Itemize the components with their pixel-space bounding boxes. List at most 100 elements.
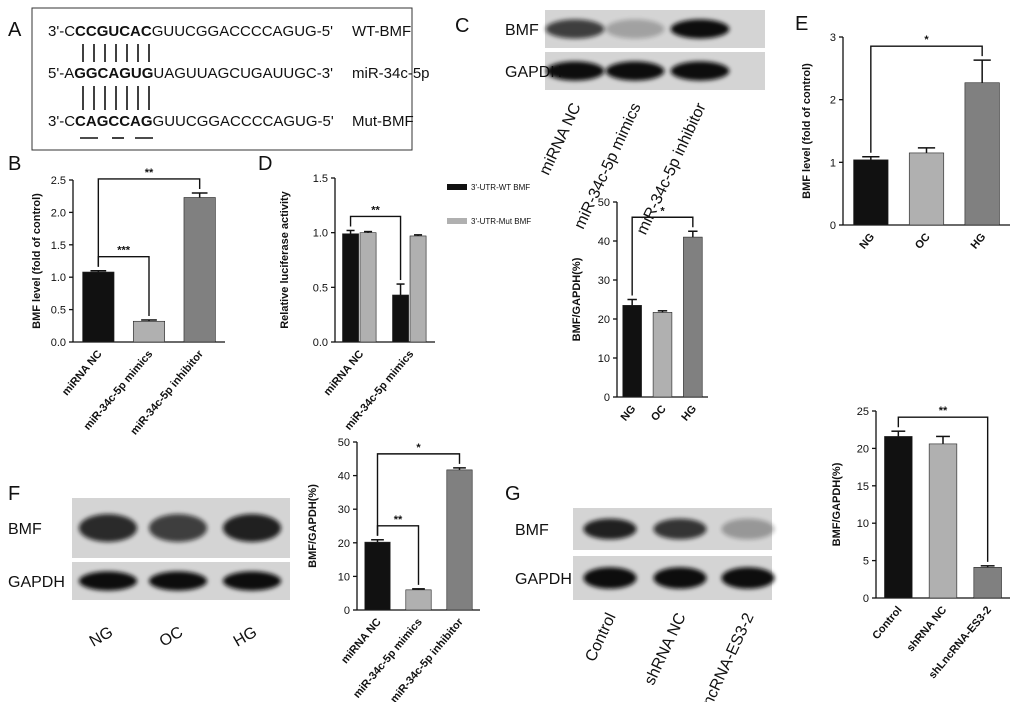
- blot-row-label: BMF: [505, 22, 539, 39]
- x-tick-label: NG: [857, 231, 877, 251]
- blot-band: [721, 567, 775, 589]
- panel-letter: F: [8, 483, 20, 505]
- x-tick-label: HG: [679, 403, 699, 423]
- blot-lane-label: shLncRNA-ES3-2: [689, 610, 758, 702]
- sequence-prefix: 5'-A: [48, 65, 74, 82]
- blot-band: [605, 19, 665, 39]
- y-tick-label: 10: [857, 518, 869, 530]
- y-tick-label: 0.0: [313, 337, 328, 349]
- blot-lane-label: NG: [87, 624, 116, 651]
- y-tick-label: 2.0: [51, 207, 66, 219]
- blot-band: [670, 61, 730, 81]
- significance-bracket: [376, 525, 420, 585]
- blot-lane-label: shRNA NC: [642, 611, 690, 688]
- y-tick-label: 40: [598, 236, 610, 248]
- legend-swatch: [447, 218, 467, 224]
- y-tick-label: 5: [863, 556, 869, 568]
- bar: [364, 541, 391, 611]
- blot-band: [78, 571, 138, 591]
- significance-label: **: [145, 167, 154, 179]
- bar: [884, 436, 913, 599]
- x-tick-label: shRNA NC: [905, 604, 950, 654]
- legend-label: 3'-UTR-WT BMF: [471, 183, 530, 192]
- panel-letter: A: [8, 19, 22, 41]
- sequence-name: WT-BMF: [352, 23, 411, 40]
- panel-letter: D: [258, 153, 272, 175]
- bar: [622, 305, 642, 398]
- sequence-suffix: UAGUUAGCUGAUUGC-3': [153, 65, 333, 82]
- blot-lane-label: miRNA NC: [537, 101, 585, 178]
- significance-bracket: [97, 256, 150, 316]
- y-tick-label: 0: [830, 220, 836, 232]
- significance-bracket: [376, 453, 461, 536]
- bar: [683, 236, 703, 398]
- blot-band: [721, 518, 775, 540]
- y-tick-label: 2: [830, 95, 836, 107]
- y-tick-label: 1.0: [313, 228, 328, 240]
- sequence-suffix: GUUCGGACCCCAGUG-5': [153, 113, 334, 130]
- bar: [342, 233, 359, 343]
- y-tick-label: 20: [338, 538, 350, 550]
- blot-band: [653, 567, 707, 589]
- y-tick-label: 1.5: [51, 240, 66, 252]
- panel-letter: B: [8, 153, 21, 175]
- significance-bracket: [349, 215, 402, 281]
- panel-letter: E: [795, 13, 808, 35]
- bar: [82, 271, 115, 343]
- sequence-bold: CCGUCAC: [75, 23, 152, 40]
- sequence-row: 5'-AGGCAGUGUAGUUAGCUGAUUGC-3': [48, 65, 333, 82]
- bar: [183, 197, 216, 343]
- y-axis-label: BMF/GAPDH(%): [831, 462, 843, 546]
- bar: [928, 443, 958, 599]
- y-tick-label: 15: [857, 481, 869, 493]
- blot-row-label: BMF: [8, 521, 42, 538]
- bar: [652, 312, 673, 398]
- significance-label: *: [416, 442, 421, 454]
- y-tick-label: 0.5: [313, 282, 328, 294]
- significance-bracket: [631, 216, 694, 296]
- significance-label: *: [924, 34, 929, 46]
- bar: [359, 232, 377, 343]
- significance-bracket: [97, 178, 201, 267]
- y-tick-label: 1.0: [51, 272, 66, 284]
- sequence-lines: [80, 44, 153, 139]
- y-tick-label: 3: [830, 32, 836, 44]
- y-tick-label: 0: [344, 605, 350, 617]
- sequence-prefix: 3'-C: [48, 113, 75, 130]
- blot-band: [583, 567, 637, 589]
- blot-band: [78, 514, 138, 542]
- legend-label: 3'-UTR-Mut BMF: [471, 217, 531, 226]
- y-axis-label: BMF/GAPDH(%): [307, 484, 319, 568]
- bar: [392, 294, 409, 343]
- blot-lane-label: miR-34c-5p mimics: [571, 101, 644, 232]
- y-axis-label: BMF level (fold of control): [801, 63, 813, 199]
- blot-lane-label: OC: [157, 624, 186, 651]
- x-tick-label: miR-34c-5p inhibitor: [388, 616, 466, 702]
- y-tick-label: 20: [857, 443, 869, 455]
- blot-band: [653, 518, 707, 540]
- sequence-bold: GGCAGUG: [74, 65, 153, 82]
- bar: [908, 152, 945, 226]
- sequence-prefix: 3'-C: [48, 23, 75, 40]
- y-tick-label: 50: [598, 197, 610, 209]
- significance-bracket: [870, 45, 983, 153]
- panel-letter: G: [505, 483, 521, 505]
- blot-band: [222, 571, 282, 591]
- x-tick-label: OC: [649, 403, 669, 423]
- y-tick-label: 0.0: [51, 337, 66, 349]
- y-tick-label: 10: [598, 353, 610, 365]
- significance-bracket: [897, 416, 989, 562]
- y-tick-label: 10: [338, 571, 350, 583]
- x-tick-label: miRNA NC: [60, 348, 105, 398]
- y-tick-label: 30: [598, 275, 610, 287]
- significance-label: *: [660, 205, 665, 217]
- x-tick-label: miRNA NC: [339, 616, 384, 666]
- x-tick-label: OC: [913, 231, 933, 251]
- bar: [853, 159, 889, 226]
- significance-label: ***: [117, 245, 131, 257]
- sequence-name: miR-34c-5p: [352, 65, 430, 82]
- x-tick-label: HG: [969, 231, 989, 251]
- blot-row-label: BMF: [515, 522, 549, 539]
- y-tick-label: 40: [338, 471, 350, 483]
